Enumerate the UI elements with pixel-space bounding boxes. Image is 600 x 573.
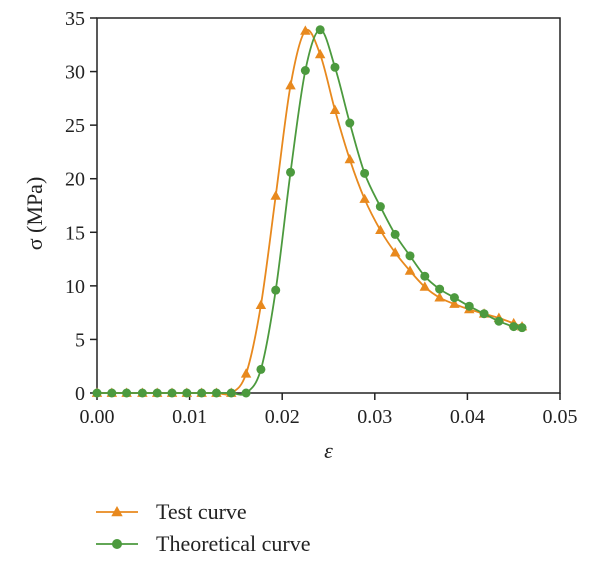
theoretical-point	[286, 167, 296, 177]
y-tick-label: 0	[75, 383, 85, 405]
theoretical-point	[509, 322, 519, 332]
y-axis-label: σ (MPa)	[22, 177, 47, 251]
theoretical-point	[256, 364, 266, 374]
series-line-test	[97, 28, 523, 396]
test-point	[404, 265, 416, 275]
x-tick-label: 0.00	[80, 406, 115, 428]
axes: 0.00 0.01 0.02 0.03 0.04 0.05 0 5 10 15 20 25 30 35	[65, 8, 578, 428]
test-point	[344, 153, 356, 164]
legend-item-theoretical: Theoretical curve	[96, 531, 311, 556]
theoretical-point	[435, 284, 445, 294]
test-point	[359, 193, 370, 203]
series-line-theoretical	[97, 28, 523, 396]
y-tick-label: 10	[65, 276, 85, 298]
theoretical-point	[420, 271, 430, 281]
test-point	[434, 292, 445, 302]
series-layer	[91, 25, 528, 398]
theoretical-point	[390, 229, 400, 239]
test-point	[314, 48, 326, 59]
theoretical-point	[226, 388, 236, 398]
plot-frame	[96, 17, 561, 394]
theoretical-point	[479, 309, 489, 319]
y-tick-label: 30	[65, 62, 85, 84]
theoretical-point	[345, 118, 355, 128]
x-tick-label: 0.01	[172, 406, 207, 428]
y-tick-label: 5	[75, 329, 85, 351]
test-point	[270, 190, 281, 200]
legend-test-label: Test curve	[156, 499, 247, 524]
x-tick-label: 0.03	[357, 406, 392, 428]
test-point	[419, 281, 431, 291]
test-point	[329, 104, 341, 114]
theoretical-point	[360, 168, 370, 178]
theoretical-point	[517, 323, 527, 333]
theoretical-point	[92, 388, 102, 398]
theoretical-point	[330, 62, 340, 72]
x-tick-label: 0.05	[543, 406, 578, 428]
theoretical-point	[137, 388, 147, 398]
test-point	[449, 298, 460, 308]
test-point	[389, 247, 401, 257]
legend-test-marker	[111, 506, 123, 517]
x-tick-label: 0.02	[265, 406, 300, 428]
x-axis-label: ε	[324, 438, 333, 463]
theoretical-point	[241, 388, 251, 398]
theoretical-point	[107, 388, 117, 398]
theoretical-point	[449, 293, 459, 303]
theoretical-point	[494, 316, 504, 326]
y-tick-label: 20	[65, 169, 85, 191]
legend-theoretical-marker	[112, 539, 122, 549]
theoretical-point	[464, 301, 474, 311]
theoretical-point	[182, 388, 192, 398]
theoretical-point	[271, 285, 281, 295]
theoretical-point	[197, 388, 207, 398]
theoretical-point	[300, 66, 310, 75]
theoretical-point	[122, 388, 132, 398]
legend: Test curve Theoretical curve	[96, 499, 311, 556]
legend-theoretical-label: Theoretical curve	[156, 531, 311, 556]
theoretical-point	[315, 25, 325, 35]
test-point	[300, 25, 311, 35]
test-point	[285, 80, 296, 90]
theoretical-point	[152, 388, 162, 398]
test-point	[375, 224, 386, 234]
theoretical-point	[375, 202, 385, 212]
test-point	[255, 299, 267, 309]
theoretical-point	[211, 388, 221, 398]
x-tick-label: 0.04	[450, 406, 485, 428]
legend-item-test: Test curve	[96, 499, 247, 524]
theoretical-point	[405, 251, 415, 261]
theoretical-point	[167, 388, 177, 398]
y-tick-label: 25	[65, 115, 85, 137]
y-tick-label: 15	[65, 222, 85, 244]
y-tick-label: 35	[65, 8, 85, 30]
test-point	[240, 368, 252, 378]
